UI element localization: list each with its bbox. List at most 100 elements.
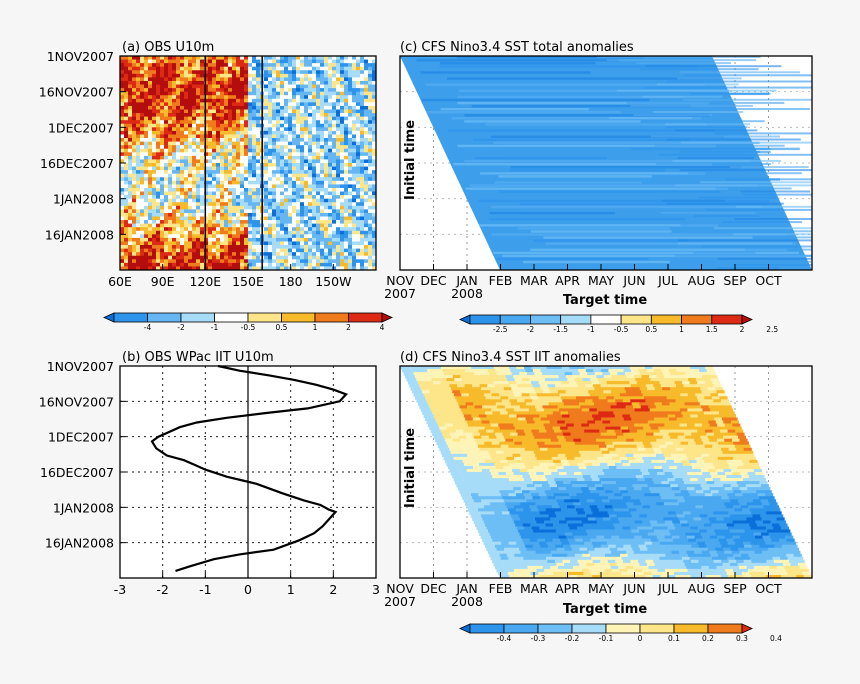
u10m-cell [172, 60, 176, 64]
u10m-cell [168, 88, 172, 92]
u10m-cell [368, 241, 372, 245]
u10m-cell [284, 245, 288, 249]
u10m-cell [132, 120, 136, 124]
u10m-cell [124, 70, 128, 74]
u10m-cell [132, 127, 136, 131]
u10m-cell [336, 170, 340, 174]
u10m-cell [228, 127, 232, 131]
sst-iit-anomaly-cell [507, 393, 515, 396]
u10m-cell [184, 113, 188, 117]
u10m-cell [272, 156, 276, 160]
u10m-cell [236, 163, 240, 167]
sst-iit-anomaly-cell [694, 390, 702, 393]
u10m-cell [368, 256, 372, 260]
u10m-cell [276, 241, 280, 245]
u10m-cell [288, 124, 292, 128]
u10m-cell [240, 199, 244, 203]
u10m-cell [288, 131, 292, 135]
u10m-cell [212, 206, 216, 210]
u10m-cell [360, 195, 364, 199]
u10m-cell [336, 195, 340, 199]
u10m-cell [124, 202, 128, 206]
u10m-cell [344, 249, 348, 253]
u10m-cell [256, 231, 260, 235]
sst-iit-anomaly-cell [497, 372, 505, 375]
sst-iit-anomaly-cell [512, 421, 520, 424]
u10m-cell [132, 234, 136, 238]
u10m-cell [256, 170, 260, 174]
u10m-cell [308, 163, 312, 167]
u10m-cell [292, 99, 296, 103]
u10m-cell [200, 188, 204, 192]
sst-iit-anomaly-cell [517, 384, 525, 387]
u10m-cell [368, 181, 372, 185]
sst-iit-anomaly-cell [601, 384, 609, 387]
u10m-cell [172, 117, 176, 121]
sst-iit-anomaly-cell [537, 393, 545, 396]
u10m-cell [164, 199, 168, 203]
u10m-cell [280, 142, 284, 146]
u10m-cell [340, 217, 344, 221]
u10m-cell [144, 117, 148, 121]
sst-iit-anomaly-cell [448, 381, 456, 384]
u10m-cell [144, 110, 148, 114]
u10m-cell [320, 224, 324, 228]
u10m-cell [220, 195, 224, 199]
u10m-cell [176, 99, 180, 103]
u10m-cell [220, 81, 224, 85]
u10m-cell [196, 195, 200, 199]
u10m-cell [180, 188, 184, 192]
sst-iit-anomaly-cell [511, 402, 519, 405]
u10m-cell [168, 224, 172, 228]
u10m-cell [140, 234, 144, 238]
u10m-cell [192, 184, 196, 188]
u10m-cell [128, 92, 132, 96]
sst-iit-anomaly-cell [504, 421, 512, 424]
u10m-cell [128, 127, 132, 131]
u10m-cell [124, 120, 128, 124]
u10m-cell [264, 145, 268, 149]
sst-iit-anomaly-cell [588, 390, 596, 393]
u10m-cell [152, 152, 156, 156]
u10m-cell [304, 149, 308, 153]
u10m-cell [176, 167, 180, 171]
u10m-cell [192, 117, 196, 121]
u10m-cell [132, 81, 136, 85]
u10m-cell [168, 124, 172, 128]
u10m-cell [348, 192, 352, 196]
u10m-cell [268, 224, 272, 228]
u10m-cell [156, 117, 160, 121]
u10m-cell [332, 209, 336, 213]
u10m-cell [308, 152, 312, 156]
sst-iit-anomaly-cell [628, 427, 636, 430]
sst-iit-anomaly-cell [650, 408, 658, 411]
u10m-cell [320, 110, 324, 114]
u10m-cell [140, 202, 144, 206]
u10m-cell [200, 195, 204, 199]
u10m-cell [224, 127, 228, 131]
sst-iit-anomaly-cell [661, 384, 669, 387]
sst-total-anomaly-stripe [617, 90, 776, 92]
u10m-cell [172, 202, 176, 206]
u10m-cell [316, 227, 320, 231]
u10m-cell [352, 138, 356, 142]
u10m-cell [300, 188, 304, 192]
u10m-cell [252, 120, 256, 124]
sst-iit-anomaly-cell [676, 384, 684, 387]
u10m-cell [324, 149, 328, 153]
u10m-cell [252, 181, 256, 185]
u10m-cell [316, 85, 320, 89]
u10m-cell [240, 181, 244, 185]
u10m-cell [320, 188, 324, 192]
u10m-cell [316, 124, 320, 128]
sst-iit-anomaly-cell [551, 375, 559, 378]
u10m-cell [196, 234, 200, 238]
sst-iit-anomaly-edge [429, 427, 439, 430]
u10m-cell [156, 134, 160, 138]
u10m-cell [236, 60, 240, 64]
u10m-cell [144, 231, 148, 235]
u10m-cell [224, 102, 228, 106]
sst-iit-anomaly-cell [661, 399, 669, 402]
u10m-cell [268, 220, 272, 224]
u10m-cell [348, 102, 352, 106]
